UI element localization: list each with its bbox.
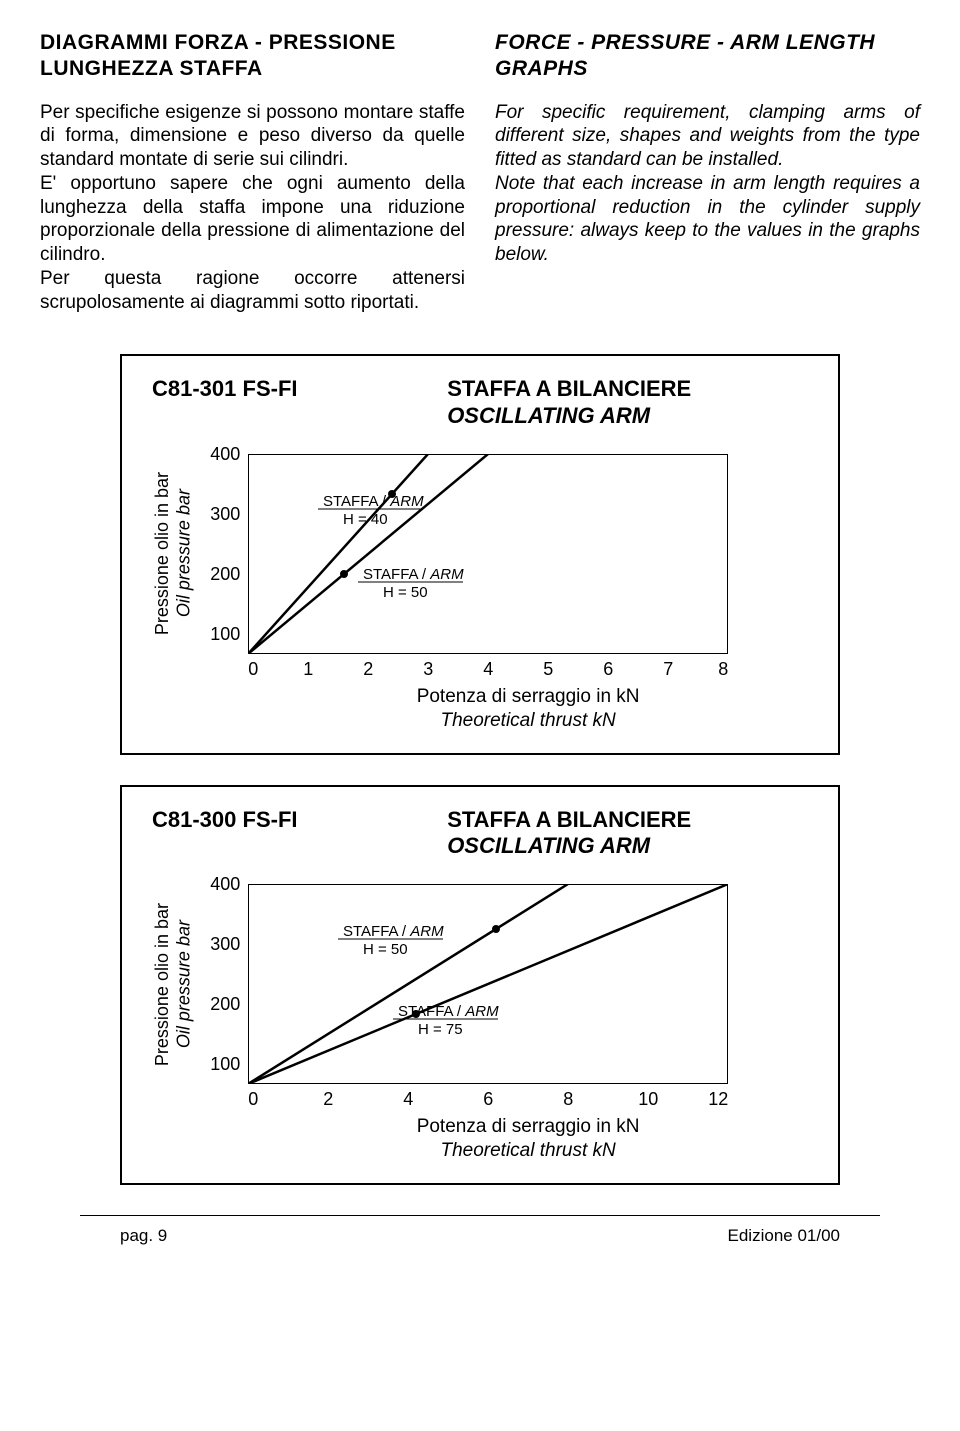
xtick-label: 6 [578,659,638,680]
svg-text:H = 50: H = 50 [383,584,428,601]
chart-1-xlabel: Potenza di serraggio in kN Theoretical t… [248,685,808,733]
xtick-label: 4 [368,1089,448,1110]
xtick-label: 8 [528,1089,608,1110]
heading-it: DIAGRAMMI FORZA - PRESSIONE LUNGHEZZA ST… [40,30,465,83]
chart-2-code: C81-300 FS-FI [152,807,447,860]
footer-edition: Edizione 01/00 [728,1226,840,1246]
chart-2-title-ital: OSCILLATING ARM [447,833,650,858]
chart-1-xlabel-en: Theoretical thrust kN [440,710,615,731]
chart-2-xticks: 024681012 [248,1089,808,1110]
col-en: FORCE - PRESSURE - ARM LENGTH GRAPHS For… [495,30,920,314]
svg-text:STAFFA / ARM: STAFFA / ARM [363,566,464,583]
chart-1-svg: STAFFA / ARMH = 40STAFFA / ARMH = 50 [248,454,728,654]
chart-2-header: C81-300 FS-FI STAFFA A BILANCIERE OSCILL… [152,807,808,860]
chart-1-ylabel-it: Pressione olio in bar [152,472,172,635]
svg-text:H = 50: H = 50 [363,941,408,958]
xtick-label: 2 [338,659,398,680]
ytick-label: 100 [210,624,240,644]
xtick-label: 3 [398,659,458,680]
chart-1-xlabel-it: Potenza di serraggio in kN [417,686,640,707]
body-it: Per specifiche esigenze si possono monta… [40,101,465,315]
chart-1-ylabel-en: Oil pressure bar [174,490,194,618]
chart-2-ylabel-wrap: Pressione olio in bar Oil pressure bar [152,884,195,1084]
ytick-label: 200 [210,564,240,584]
ytick-label: 300 [210,504,240,524]
intro-columns: DIAGRAMMI FORZA - PRESSIONE LUNGHEZZA ST… [40,30,920,314]
heading-en: FORCE - PRESSURE - ARM LENGTH GRAPHS [495,30,920,83]
chart-2-title: STAFFA A BILANCIERE OSCILLATING ARM [447,807,691,860]
chart-1-title-ital: OSCILLATING ARM [447,403,650,428]
chart-2-svg: STAFFA / ARMH = 50STAFFA / ARMH = 75 [248,884,728,1084]
chart-2-ylabel-it: Pressione olio in bar [152,903,172,1066]
page-footer: pag. 9 Edizione 01/00 [80,1215,880,1246]
ytick-label: 100 [210,1054,240,1074]
chart-2-ylabel: Pressione olio in bar Oil pressure bar [152,903,195,1066]
chart-1-yticks: 400 300 200 100 [210,444,248,644]
chart-2-title-bold: STAFFA A BILANCIERE [447,807,691,832]
ytick-label: 200 [210,994,240,1014]
xtick-label: 6 [448,1089,528,1110]
ytick-label: 400 [210,874,240,894]
xtick-label: 2 [288,1089,368,1110]
svg-text:STAFFA / ARM: STAFFA / ARM [343,923,444,940]
chart-1-plot-wrap: 400300200100 STAFFA / ARMH = 40STAFFA / … [210,454,808,733]
chart-1-title: STAFFA A BILANCIERE OSCILLATING ARM [447,376,691,429]
xtick-label: 0 [248,1089,288,1110]
xtick-label: 1 [278,659,338,680]
svg-text:STAFFA / ARM: STAFFA / ARM [398,1003,499,1020]
body-en: For specific requirement, clamping arms … [495,101,920,267]
chart-2-ylabel-en: Oil pressure bar [174,920,194,1048]
xtick-label: 10 [608,1089,688,1110]
chart-1-code: C81-301 FS-FI [152,376,447,429]
chart-2-yticks: 400 300 200 100 [210,874,248,1074]
col-it: DIAGRAMMI FORZA - PRESSIONE LUNGHEZZA ST… [40,30,465,314]
chart-1-body: Pressione olio in bar Oil pressure bar 4… [152,454,808,733]
xtick-label: 7 [638,659,698,680]
chart-1-box: C81-301 FS-FI STAFFA A BILANCIERE OSCILL… [120,354,840,754]
xtick-label: 4 [458,659,518,680]
svg-text:H = 75: H = 75 [418,1021,463,1038]
svg-text:H = 40: H = 40 [343,511,388,528]
xtick-label: 5 [518,659,578,680]
svg-text:STAFFA / ARM: STAFFA / ARM [323,493,424,510]
chart-1-title-bold: STAFFA A BILANCIERE [447,376,691,401]
chart-1-header: C81-301 FS-FI STAFFA A BILANCIERE OSCILL… [152,376,808,429]
chart-2-plot-wrap: 400300200100 STAFFA / ARMH = 50STAFFA / … [210,884,808,1163]
chart-2-xlabel-en: Theoretical thrust kN [440,1140,615,1161]
chart-2-box: C81-300 FS-FI STAFFA A BILANCIERE OSCILL… [120,785,840,1185]
chart-2-xlabel-it: Potenza di serraggio in kN [417,1116,640,1137]
chart-1-xticks: 012345678 [248,659,808,680]
chart-2-body: Pressione olio in bar Oil pressure bar 4… [152,884,808,1163]
ytick-label: 400 [210,444,240,464]
ytick-label: 300 [210,934,240,954]
chart-1-ylabel: Pressione olio in bar Oil pressure bar [152,472,195,635]
chart-1-ylabel-wrap: Pressione olio in bar Oil pressure bar [152,454,195,654]
xtick-label: 0 [248,659,278,680]
xtick-label: 12 [688,1089,728,1110]
chart-2-xlabel: Potenza di serraggio in kN Theoretical t… [248,1115,808,1163]
xtick-label: 8 [698,659,728,680]
footer-page: pag. 9 [120,1226,167,1246]
